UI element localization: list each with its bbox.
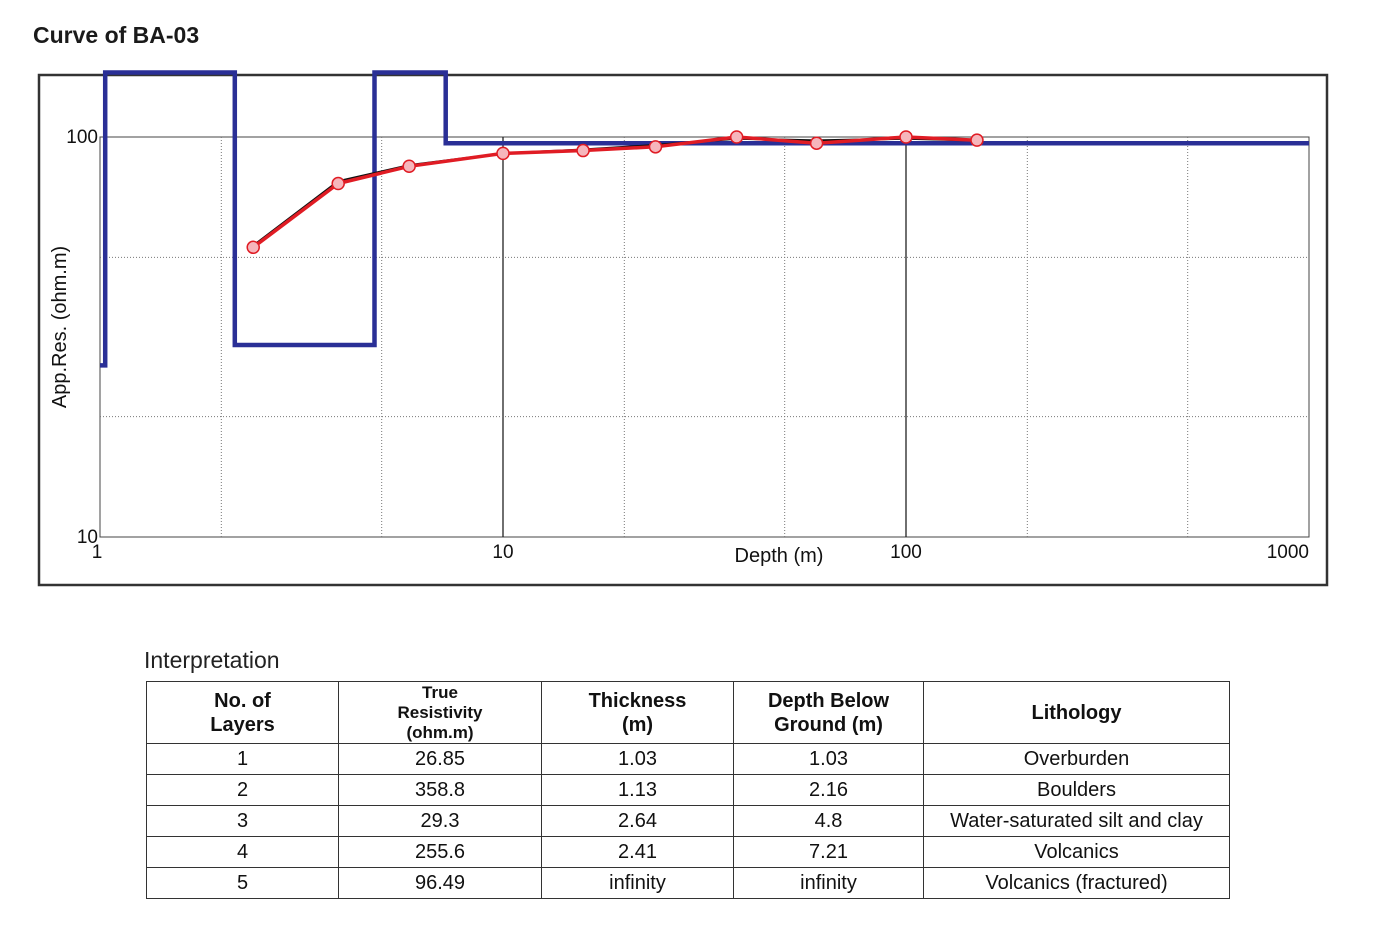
table-cell: 1 bbox=[146, 743, 339, 775]
table-cell: 29.3 bbox=[338, 805, 542, 837]
chart-title: Curve of BA-03 bbox=[33, 22, 200, 48]
table-cell: 2 bbox=[146, 774, 339, 806]
x-tick-label: 1000 bbox=[1267, 542, 1309, 563]
table-cell: Volcanics bbox=[923, 836, 1230, 868]
table-cell: 2.41 bbox=[541, 836, 734, 868]
table-cell: infinity bbox=[541, 867, 734, 899]
table-row: 3 29.3 2.64 4.8 Water-saturated silt and cla… bbox=[146, 805, 1230, 837]
observed-point bbox=[729, 130, 744, 144]
interpretation-label: Interpretation bbox=[144, 647, 280, 673]
table-cell: 5 bbox=[146, 867, 339, 899]
header-layers: No. of Layers bbox=[146, 681, 339, 744]
observed-point bbox=[899, 130, 913, 144]
header-thickness: Thickness (m) bbox=[541, 681, 734, 744]
table-row: 1 26.85 1.03 1.03 Overburden bbox=[146, 743, 1230, 775]
table-cell: 96.49 bbox=[338, 867, 542, 899]
table-header-row: No. of Layers True Resistivity (ohm.m) Thic… bbox=[146, 681, 1230, 744]
table-row: 4 255.6 2.41 7.21 Volcanics bbox=[146, 836, 1230, 868]
table-row: 5 96.49 infinity infinity Volcanics (fractur… bbox=[146, 867, 1230, 899]
table-cell: 1.03 bbox=[733, 743, 924, 775]
table-cell: 7.21 bbox=[733, 836, 924, 868]
x-axis-label: Depth (m) bbox=[735, 545, 824, 567]
table-cell: 255.6 bbox=[338, 836, 542, 868]
observed-point bbox=[809, 136, 824, 150]
table-cell: infinity bbox=[733, 867, 924, 899]
table-cell: 3 bbox=[146, 805, 339, 837]
chart-frame bbox=[37, 73, 1329, 587]
observed-point bbox=[648, 140, 663, 154]
interpretation-table: No. of Layers True Resistivity (ohm.m) Thic… bbox=[146, 681, 1230, 899]
table-cell: 1.03 bbox=[541, 743, 734, 775]
x-tick-label: 10 bbox=[492, 542, 513, 563]
table-cell: Overburden bbox=[923, 743, 1230, 775]
x-tick-label: 100 bbox=[890, 542, 922, 563]
y-tick-label: 10 bbox=[77, 527, 98, 548]
y-tick-label: 100 bbox=[66, 127, 98, 148]
observed-curve-line bbox=[252, 135, 978, 249]
table-cell: Water-saturated silt and clay bbox=[923, 805, 1230, 837]
observed-point bbox=[970, 133, 984, 147]
plot-box bbox=[99, 136, 1310, 538]
observed-point bbox=[331, 176, 345, 191]
table-row: 2 358.8 1.13 2.16 Boulders bbox=[146, 774, 1230, 806]
observed-point bbox=[246, 240, 260, 255]
table-cell: 358.8 bbox=[338, 774, 542, 806]
observed-point bbox=[576, 143, 590, 158]
table-cell: 2.64 bbox=[541, 805, 734, 837]
table-cell: 2.16 bbox=[733, 774, 924, 806]
observed-point bbox=[496, 146, 510, 161]
table-cell: Boulders bbox=[923, 774, 1230, 806]
y-axis-label: App.Res. (ohm.m) bbox=[49, 246, 71, 408]
table-cell: 26.85 bbox=[338, 743, 542, 775]
header-lithology: Lithology bbox=[923, 681, 1230, 744]
header-depth: Depth Below Ground (m) bbox=[733, 681, 924, 744]
table-cell: 1.13 bbox=[541, 774, 734, 806]
header-resistivity: True Resistivity (ohm.m) bbox=[338, 681, 542, 744]
table-cell: 4.8 bbox=[733, 805, 924, 837]
table-cell: Volcanics (fractured) bbox=[923, 867, 1230, 899]
table-cell: 4 bbox=[146, 836, 339, 868]
series bbox=[100, 70, 1309, 368]
grid bbox=[99, 136, 1310, 538]
observed-point bbox=[402, 159, 416, 174]
x-tick-label: 1 bbox=[92, 542, 103, 563]
layer-model-line bbox=[100, 70, 1309, 368]
